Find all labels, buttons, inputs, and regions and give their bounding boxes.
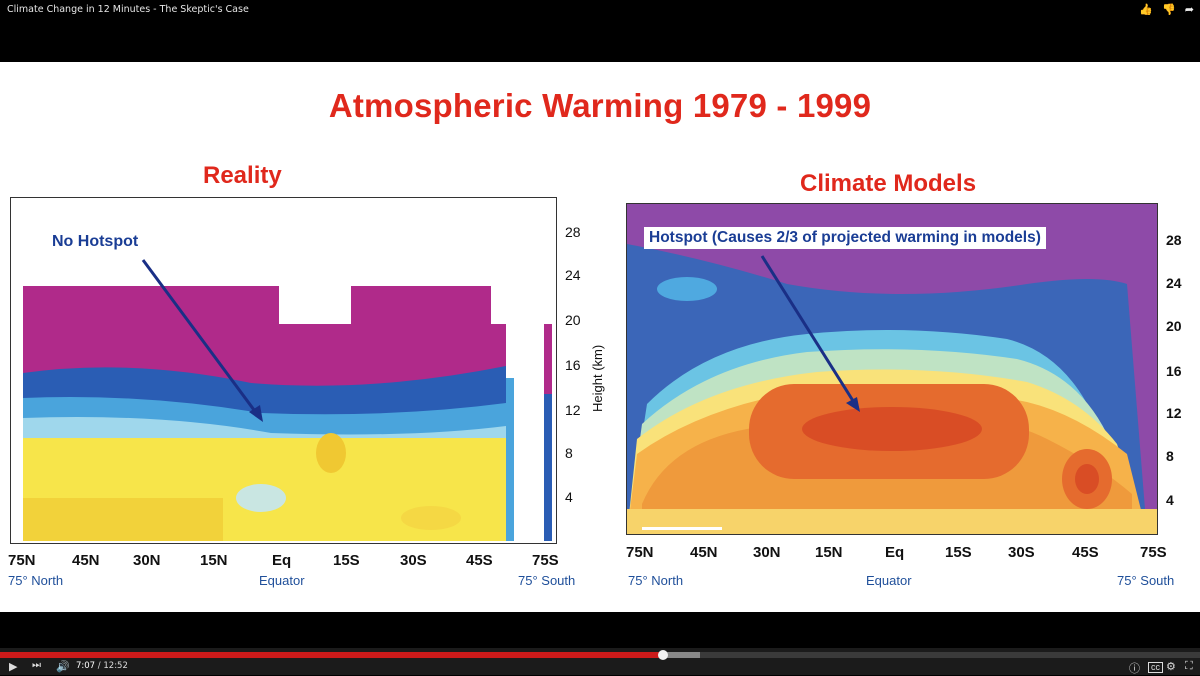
models-heatmap bbox=[627, 204, 1157, 534]
x-tick: 45S bbox=[1072, 544, 1099, 561]
y-tick: 4 bbox=[1166, 492, 1174, 508]
x-tick: Eq bbox=[272, 552, 292, 569]
x-tick: 15N bbox=[200, 552, 228, 569]
play-icon[interactable]: ▶ bbox=[9, 661, 18, 673]
y-tick: 12 bbox=[565, 402, 581, 418]
volume-icon[interactable]: 🔊 bbox=[56, 661, 70, 673]
x-tick: 45N bbox=[690, 544, 718, 561]
y-tick: 12 bbox=[1166, 405, 1182, 421]
thumbs-up-icon[interactable]: 👍 bbox=[1139, 4, 1154, 16]
video-top-bar: Climate Change in 12 Minutes - The Skept… bbox=[0, 0, 1200, 62]
no-hotspot-label: No Hotspot bbox=[52, 233, 139, 250]
time-separator: / bbox=[95, 661, 104, 671]
next-icon[interactable]: ⏭ bbox=[32, 660, 41, 671]
y-tick: 24 bbox=[1166, 275, 1182, 291]
y-tick: 8 bbox=[1166, 448, 1174, 464]
y-tick: 16 bbox=[565, 357, 581, 373]
video-title[interactable]: Climate Change in 12 Minutes - The Skept… bbox=[7, 4, 249, 15]
captions-icon[interactable]: cc bbox=[1148, 662, 1163, 673]
y-tick: 28 bbox=[565, 224, 581, 240]
progress-played bbox=[0, 652, 663, 658]
hotspot-label: Hotspot (Causes 2/3 of projected warming… bbox=[644, 227, 1046, 249]
x-tick: 30N bbox=[753, 544, 781, 561]
y-tick: 24 bbox=[565, 267, 581, 283]
y-tick: 28 bbox=[1166, 232, 1182, 248]
x-tick: 15S bbox=[945, 544, 972, 561]
info-icon[interactable]: ⓘ bbox=[1129, 663, 1140, 675]
x-tick: 75N bbox=[626, 544, 654, 561]
video-frame-slide[interactable]: Atmospheric Warming 1979 - 1999 Reality bbox=[0, 62, 1200, 612]
slide-title: Atmospheric Warming 1979 - 1999 bbox=[328, 87, 872, 124]
y-axis-label: Height (km) bbox=[590, 344, 605, 412]
right-panel-title: Climate Models bbox=[800, 170, 977, 197]
models-plot bbox=[626, 203, 1158, 535]
x-sub-label: Equator bbox=[259, 573, 305, 588]
x-tick: 15N bbox=[815, 544, 843, 561]
x-tick: 45N bbox=[72, 552, 100, 569]
duration: 12:52 bbox=[103, 661, 128, 671]
reality-heatmap bbox=[11, 198, 556, 543]
left-panel-title: Reality bbox=[203, 162, 282, 189]
reality-plot bbox=[10, 197, 557, 544]
x-tick: 75N bbox=[8, 552, 36, 569]
thumbs-down-icon[interactable]: 👎 bbox=[1162, 4, 1176, 16]
x-sub-label: 75° North bbox=[628, 573, 684, 588]
x-tick: Eq bbox=[885, 544, 905, 561]
x-sub-label: Equator bbox=[866, 573, 912, 588]
scrubber-handle[interactable] bbox=[658, 650, 668, 660]
fullscreen-icon[interactable]: ⛶ bbox=[1185, 660, 1193, 672]
x-sub-label: 75° North bbox=[8, 573, 64, 588]
y-tick: 20 bbox=[565, 312, 581, 328]
x-tick: 75S bbox=[532, 552, 559, 569]
x-tick: 45S bbox=[466, 552, 493, 569]
share-icon[interactable]: ➦ bbox=[1184, 4, 1194, 16]
x-sub-label: 75° South bbox=[518, 573, 576, 588]
gear-icon[interactable]: ⚙ bbox=[1166, 661, 1176, 673]
y-tick: 20 bbox=[1166, 318, 1182, 334]
x-tick: 15S bbox=[333, 552, 360, 569]
y-tick: 16 bbox=[1166, 363, 1182, 379]
x-tick: 30S bbox=[1008, 544, 1035, 561]
x-tick: 30N bbox=[133, 552, 161, 569]
x-tick: 30S bbox=[400, 552, 427, 569]
x-sub-label: 75° South bbox=[1117, 573, 1175, 588]
top-actions: 👍 👎 ➦ bbox=[1139, 3, 1194, 16]
x-tick: 75S bbox=[1140, 544, 1167, 561]
current-time: 7:07 bbox=[76, 661, 96, 671]
y-tick: 8 bbox=[565, 445, 573, 461]
y-tick: 4 bbox=[565, 489, 573, 505]
time-display: 7:07 / 12:52 bbox=[76, 661, 128, 671]
